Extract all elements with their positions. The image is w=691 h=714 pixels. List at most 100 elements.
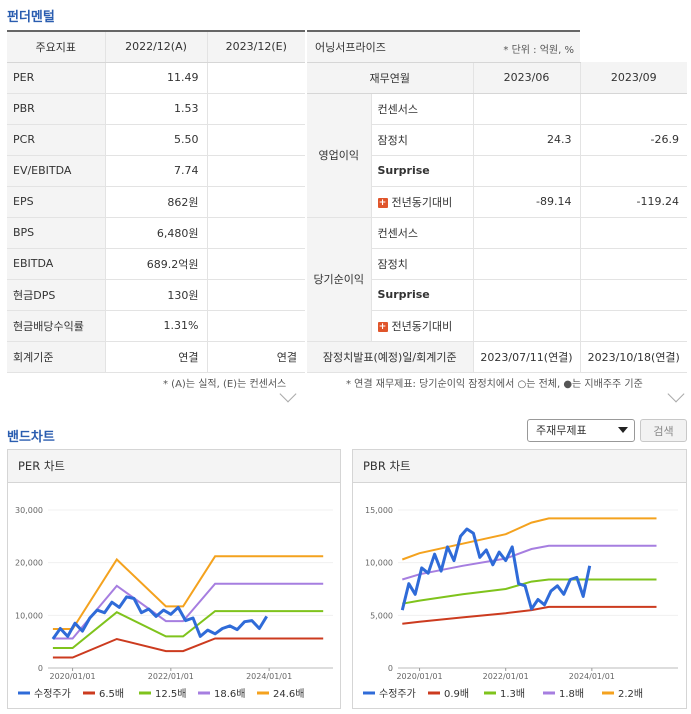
- expand-chevron-icon[interactable]: [667, 385, 685, 403]
- band-line-2: [402, 578, 657, 605]
- value-2022: 7.74: [105, 155, 208, 187]
- value-2022: 6,480원: [105, 217, 208, 249]
- row-label: 잠정치: [371, 248, 474, 280]
- y-tick-label: 15,000: [365, 506, 393, 515]
- indicator-label: PBR: [7, 93, 106, 125]
- value-2023-09: [580, 93, 687, 125]
- value-2023-09: -119.24: [580, 186, 687, 218]
- table-row: PBR 1.53: [7, 93, 305, 125]
- legend-item[interactable]: 수정주가: [363, 688, 416, 700]
- earnings-surprise-table: 어닝서프라이즈 * 단위 : 억원, % 재무연월 2023/06 2023/09 영…: [307, 30, 687, 373]
- x-tick-label: 2022/01/01: [483, 672, 529, 681]
- statement-select-value: 주재무제표: [536, 424, 587, 437]
- value-2022: 689.2억원: [105, 248, 208, 280]
- section-title-band-chart: 밴드차트: [7, 430, 55, 445]
- band-line-4: [52, 555, 324, 630]
- row-label-text: 전년동기대비: [391, 319, 453, 333]
- value-2023: [207, 124, 305, 156]
- value-2023: [207, 186, 305, 218]
- x-tick-label: 2024/01/01: [569, 672, 615, 681]
- band-line-2: [52, 610, 324, 649]
- value-2022: 5.50: [105, 124, 208, 156]
- y-tick-label: 0: [38, 664, 43, 673]
- legend-label: 6.5배: [99, 688, 124, 700]
- expand-plus-icon[interactable]: +: [377, 197, 388, 208]
- value-2023-09: 2023/10/18(연결): [580, 341, 687, 373]
- y-tick-label: 30,000: [15, 506, 43, 515]
- table-row: EPS 862원: [7, 186, 305, 218]
- row-label: 잠정치발표(예정)일/회계기준: [307, 341, 474, 373]
- key-indicators-table: 주요지표 2022/12(A) 2023/12(E) PER 11.49 PBR 1.…: [7, 30, 305, 373]
- pbr-chart-panel: PBR 차트 0 5,000 10,000 15,000 2020/01/01 2022/…: [352, 449, 687, 709]
- section-title-fundamentals: 펀더멘털: [7, 10, 55, 25]
- row-label: Surprise: [371, 279, 474, 311]
- x-tick-label: 2020/01/01: [396, 672, 442, 681]
- value-2023-06: [473, 279, 581, 311]
- row-label-text: 컨센서스: [377, 226, 418, 240]
- value-2023: [207, 248, 305, 280]
- price-line: [400, 527, 592, 611]
- table-row: PER 11.49: [7, 62, 305, 94]
- per-chart-panel: PER 차트 0 10,000 20,000 30,000 2020/01/01 2022…: [7, 449, 341, 709]
- value-2023-09: [580, 248, 687, 280]
- y-tick-label: 10,000: [365, 559, 393, 568]
- value-2023: [207, 93, 305, 125]
- search-button[interactable]: 검색: [640, 419, 687, 442]
- indicator-label: BPS: [7, 217, 106, 249]
- legend-label: 2.2배: [618, 688, 643, 700]
- value-2023: [207, 279, 305, 311]
- legend-item[interactable]: 24.6배: [257, 688, 304, 700]
- legend-label: 18.6배: [214, 688, 245, 700]
- header-cell: 2022/12(A): [105, 30, 208, 63]
- header-cell: 2023/12(E): [207, 30, 305, 63]
- value-2023-06: [473, 310, 581, 342]
- row-label-text: 잠정치: [377, 133, 408, 147]
- left-table-note: * (A)는 실적, (E)는 컨센서스: [163, 379, 287, 390]
- table-row: 영업이익 컨센서스: [307, 93, 687, 218]
- table-row: 현금배당수익률 1.31%: [7, 310, 305, 342]
- table-row: + 전년동기대비: [307, 310, 687, 342]
- row-label[interactable]: + 전년동기대비: [371, 186, 474, 218]
- legend-item[interactable]: 0.9배: [428, 688, 469, 700]
- row-label: 컨센서스: [371, 93, 474, 125]
- table-row: 현금DPS 130원: [7, 279, 305, 311]
- statement-select[interactable]: 주재무제표: [527, 419, 635, 442]
- table-row: Surprise: [307, 155, 687, 187]
- legend-label: 수정주가: [34, 688, 71, 700]
- legend-item[interactable]: 12.5배: [139, 688, 186, 700]
- group-label: 영업이익: [307, 93, 372, 218]
- expand-plus-icon[interactable]: +: [377, 321, 388, 332]
- pbr-chart-title: PBR 차트: [353, 450, 686, 483]
- legend-item[interactable]: 2.2배: [602, 688, 643, 700]
- value-2023: 연결: [207, 341, 305, 373]
- announce-date-row: 잠정치발표(예정)일/회계기준 2023/07/11(연결) 2023/10/18(…: [307, 341, 687, 373]
- table-header-row: 재무연월 2023/06 2023/09: [307, 62, 687, 94]
- indicator-label: EPS: [7, 186, 106, 218]
- value-2023-09: [580, 217, 687, 249]
- indicator-label: PCR: [7, 124, 106, 156]
- row-label-text: Surprise: [377, 288, 430, 301]
- row-label[interactable]: + 전년동기대비: [371, 310, 474, 342]
- per-chart: 0 10,000 20,000 30,000 2020/01/01 2022/01/01 2…: [15, 506, 333, 700]
- header-cell: 2023/06: [473, 62, 581, 94]
- value-2023-09: [580, 155, 687, 187]
- x-tick-label: 2024/01/01: [246, 672, 292, 681]
- value-2023-06: -89.14: [473, 186, 581, 218]
- legend-item[interactable]: 1.8배: [543, 688, 584, 700]
- value-2023: [207, 155, 305, 187]
- table-row: + 전년동기대비 -89.14 -119.24: [307, 186, 687, 218]
- value-2023: [207, 217, 305, 249]
- band-line-4: [401, 517, 657, 561]
- legend-item[interactable]: 1.3배: [484, 688, 525, 700]
- company-label: 어닝서프라이즈: [315, 40, 386, 54]
- header-cell: 재무연월: [307, 62, 474, 94]
- legend-item[interactable]: 6.5배: [83, 688, 124, 700]
- value-2022: 862원: [105, 186, 208, 218]
- row-label-text: 컨센서스: [377, 102, 418, 116]
- row-label-text: 잠정치: [377, 257, 408, 271]
- legend-item[interactable]: 18.6배: [198, 688, 245, 700]
- table-row: 회계기준 연결 연결: [7, 341, 305, 373]
- row-label-text: 전년동기대비: [391, 195, 453, 209]
- value-2022: 1.31%: [105, 310, 208, 342]
- legend-item[interactable]: 수정주가: [18, 688, 71, 700]
